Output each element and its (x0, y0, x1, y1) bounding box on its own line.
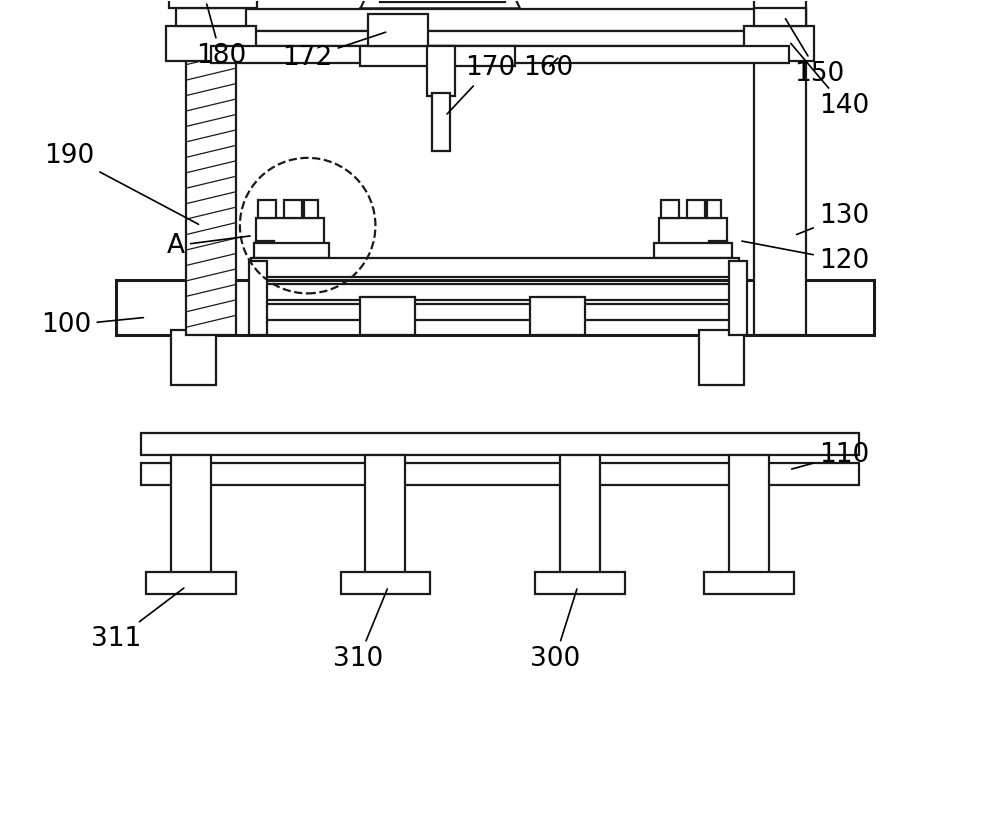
Text: 110: 110 (792, 442, 869, 469)
Bar (661, 200, 679, 218)
Bar (360, 46, 515, 66)
Bar (176, 8, 246, 26)
Bar (256, 218, 324, 245)
Bar (659, 218, 727, 245)
Bar (186, 9, 806, 31)
Bar (186, 31, 806, 46)
Bar (304, 200, 318, 218)
Bar (171, 455, 211, 575)
Bar (654, 243, 732, 258)
Bar (380, 0, 505, 2)
Bar (365, 455, 405, 575)
Bar (171, 330, 216, 385)
Text: 130: 130 (797, 203, 869, 235)
Bar (560, 455, 600, 575)
Text: 160: 160 (523, 55, 573, 82)
Bar (141, 433, 859, 455)
Bar (258, 200, 276, 218)
Bar (709, 240, 727, 271)
Bar (256, 240, 274, 271)
Text: 171: 171 (0, 814, 1, 815)
Bar (251, 304, 739, 320)
Bar (754, 0, 806, 335)
Text: 140: 140 (791, 43, 869, 119)
Bar (699, 330, 744, 385)
Bar (729, 455, 769, 575)
Text: 311: 311 (91, 588, 184, 652)
Bar (368, 15, 428, 46)
Bar (116, 280, 874, 335)
Polygon shape (360, 0, 520, 8)
Bar (704, 572, 794, 594)
Text: A: A (167, 232, 250, 258)
Bar (211, 46, 789, 64)
Bar (254, 243, 329, 258)
Bar (169, 0, 257, 8)
Bar (707, 200, 721, 218)
Text: 180: 180 (196, 4, 246, 69)
Bar (251, 258, 739, 277)
Bar (754, 8, 806, 26)
Text: 170: 170 (447, 55, 515, 114)
Text: 100: 100 (41, 312, 143, 338)
Bar (360, 297, 415, 335)
Text: 172: 172 (283, 32, 386, 71)
Bar (530, 297, 585, 335)
Bar (432, 93, 450, 151)
Bar (146, 572, 236, 594)
Text: 300: 300 (530, 589, 580, 672)
Text: 120: 120 (742, 241, 869, 274)
Bar (141, 463, 859, 485)
Bar (341, 572, 430, 594)
Bar (729, 261, 747, 335)
Text: 310: 310 (333, 589, 387, 672)
Bar (535, 572, 625, 594)
Bar (687, 200, 705, 218)
Bar (251, 284, 739, 301)
Bar (249, 261, 267, 335)
Bar (744, 26, 814, 61)
Text: 150: 150 (785, 19, 844, 87)
Bar (284, 200, 302, 218)
Bar (186, 0, 236, 335)
Bar (427, 46, 455, 96)
Bar (166, 26, 256, 61)
Text: 190: 190 (44, 143, 199, 224)
